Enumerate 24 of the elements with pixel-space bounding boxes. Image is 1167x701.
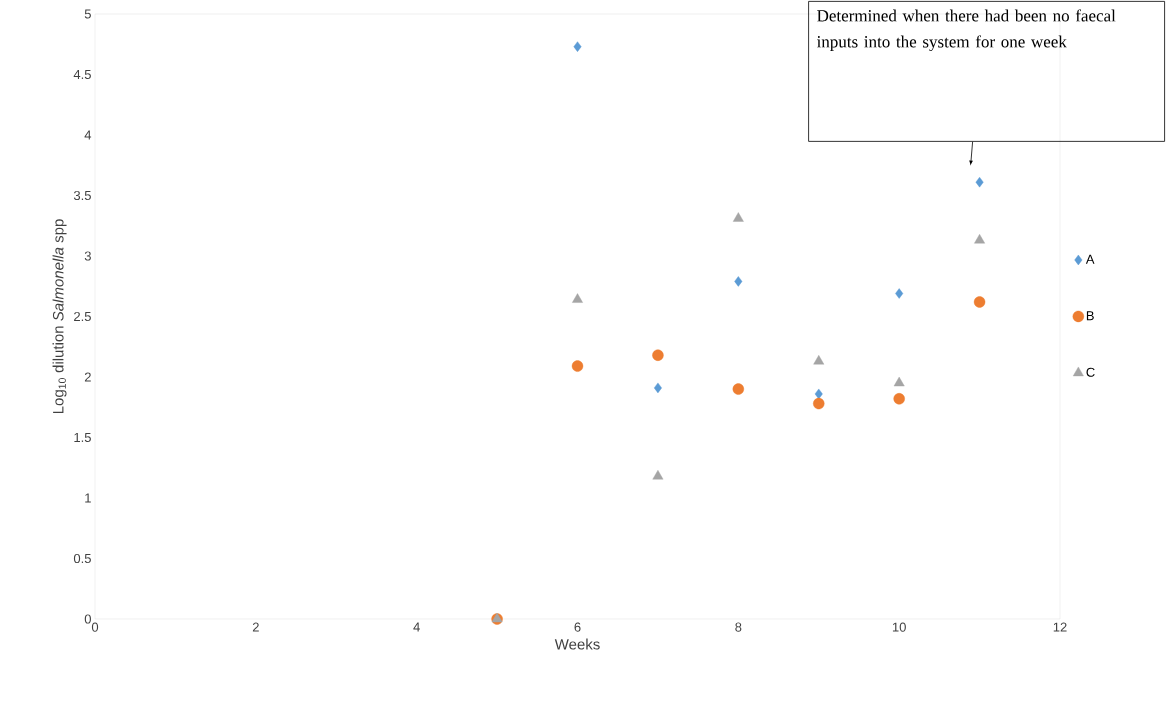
y-axis-title: Log$_{10}$ dilution Salmonella spp bbox=[52, 219, 67, 414]
x-tick-label: 4 bbox=[413, 622, 420, 632]
legend-label: A bbox=[1085, 254, 1095, 264]
legend-label: C bbox=[1086, 367, 1095, 377]
y-tick-label: 2.5 bbox=[74, 311, 91, 322]
y-tick-label: 3 bbox=[84, 251, 91, 261]
y-tick-label: 1.5 bbox=[74, 432, 91, 443]
y-tick-label: 1 bbox=[85, 493, 91, 503]
x-tick-label: 0 bbox=[91, 622, 99, 632]
legend-label: B bbox=[1086, 311, 1094, 321]
y-tick-label: 5 bbox=[84, 9, 91, 19]
y-tick-label: 0 bbox=[84, 614, 91, 624]
x-tick-label: 8 bbox=[735, 622, 742, 632]
y-tick-label: 0.5 bbox=[73, 553, 91, 564]
y-tick-label: 4.5 bbox=[73, 69, 91, 80]
x-axis-title: Weeks bbox=[554, 638, 600, 650]
y-tick-label: 4 bbox=[84, 130, 92, 140]
annotation: Determined when there had been no faecal inputs into the system for one week bbox=[816, 9, 1116, 52]
x-tick-label: 10 bbox=[892, 622, 906, 632]
y-tick-label: 2 bbox=[84, 372, 91, 382]
y-tick-label: 3.5 bbox=[73, 190, 91, 201]
x-tick-label: 6 bbox=[574, 622, 581, 632]
x-tick-label: 2 bbox=[252, 622, 259, 632]
x-tick-label: 12 bbox=[1053, 622, 1067, 632]
